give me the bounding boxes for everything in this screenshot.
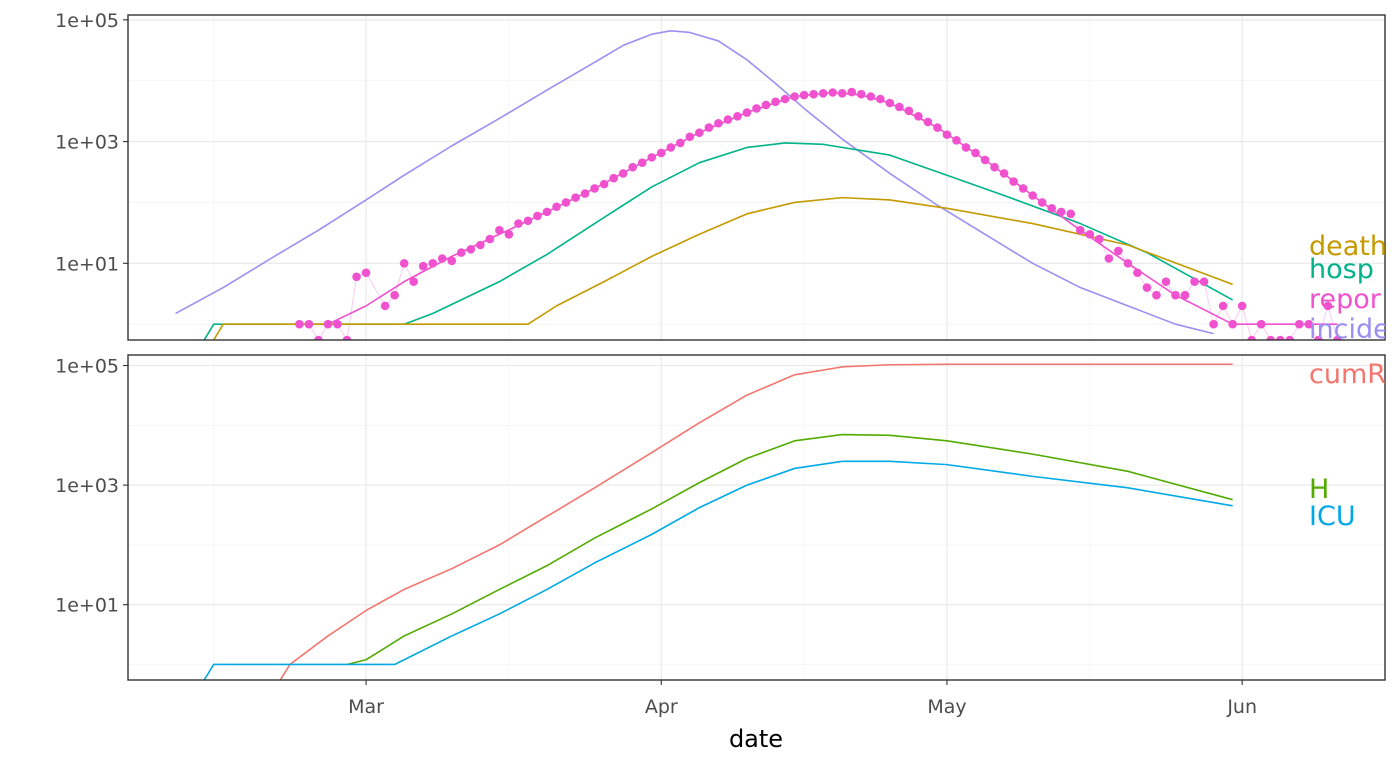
data-point — [1152, 290, 1161, 300]
series-label-hosp: hosp — [1309, 254, 1374, 285]
bottom-panel-background — [128, 355, 1385, 680]
data-point — [1209, 319, 1218, 329]
series-death — [213, 196, 1233, 340]
series-label-death: death — [1309, 231, 1387, 262]
data-point — [399, 259, 409, 268]
series-line-incidence — [175, 30, 1214, 335]
series-line-death — [213, 196, 1233, 340]
series-label-h: H — [1309, 474, 1329, 505]
series-label-incide: incide — [1309, 314, 1390, 345]
data-point — [342, 335, 352, 340]
series-line-report-smooth — [327, 91, 1338, 325]
data-point — [352, 272, 361, 282]
data-point — [390, 290, 399, 300]
data-point — [1104, 254, 1114, 263]
data-point — [1066, 209, 1076, 219]
data-point — [418, 261, 428, 271]
top-panel-border — [127, 14, 1386, 341]
series-hosp — [203, 142, 1234, 340]
data-point — [504, 229, 514, 239]
data-point — [409, 277, 418, 286]
series-report-smooth — [327, 91, 1338, 325]
bottom-panel-series — [203, 363, 1233, 680]
data-point — [314, 335, 323, 340]
data-point — [380, 301, 390, 311]
series-label-cumr: cumR — [1309, 359, 1386, 390]
data-point — [1142, 283, 1152, 292]
x-tick-label: Jun — [1226, 696, 1257, 718]
y-tick-label: 1e+03 — [55, 475, 119, 497]
series-icu — [203, 460, 1233, 680]
data-point — [1247, 335, 1256, 340]
y-tick-label: 1e+03 — [55, 132, 119, 154]
bottom-panel-border — [127, 354, 1386, 681]
x-axis: Mar Apr May Jun — [348, 680, 1257, 718]
data-point — [295, 319, 304, 329]
series-line-h — [346, 433, 1233, 666]
data-point — [1275, 335, 1285, 340]
data-point — [1237, 301, 1247, 311]
top-panel-background — [128, 15, 1385, 340]
data-point — [1085, 229, 1095, 239]
data-point — [333, 319, 342, 329]
series-cumrep — [279, 363, 1233, 680]
top-panel: 1e+01 1e+03 1e+05 — [55, 10, 1386, 341]
x-axis-title: date — [729, 725, 783, 753]
bottom-panel: 1e+01 1e+03 1e+05 — [55, 354, 1386, 681]
data-point — [1161, 277, 1171, 286]
data-point — [361, 268, 371, 278]
data-point — [1190, 277, 1199, 286]
series-line-hosp — [203, 142, 1234, 340]
data-point — [1114, 246, 1123, 256]
series-line-cumrep — [279, 363, 1233, 680]
data-point — [447, 256, 457, 266]
data-point — [1314, 335, 1323, 340]
data-point — [1180, 290, 1190, 300]
x-tick-label: May — [927, 696, 966, 718]
y-tick-label: 1e+01 — [55, 595, 119, 617]
data-point — [495, 225, 504, 235]
data-point — [904, 106, 914, 116]
y-tick-label: 1e+05 — [55, 356, 119, 378]
series-label-repor: repor — [1309, 284, 1382, 315]
x-tick-label: Mar — [348, 696, 384, 718]
top-panel-y-axis: 1e+01 1e+03 1e+05 — [55, 10, 128, 275]
bottom-panel-y-axis: 1e+01 1e+03 1e+05 — [55, 356, 128, 617]
series-line-icu — [203, 460, 1233, 680]
data-point — [1285, 335, 1295, 340]
y-tick-label: 1e+05 — [55, 10, 119, 32]
series-incidence — [175, 30, 1214, 335]
data-point — [1333, 335, 1342, 340]
series-h — [346, 433, 1233, 666]
y-tick-label: 1e+01 — [55, 253, 119, 275]
top-panel-series — [175, 30, 1342, 340]
data-point — [1199, 277, 1209, 286]
data-point — [1266, 335, 1276, 340]
top-panel-grid — [128, 15, 1385, 340]
data-point — [1323, 301, 1333, 311]
x-tick-label: Apr — [645, 696, 678, 718]
data-point — [1218, 301, 1228, 311]
series-label-icu: ICU — [1309, 501, 1356, 532]
data-point — [304, 319, 314, 329]
